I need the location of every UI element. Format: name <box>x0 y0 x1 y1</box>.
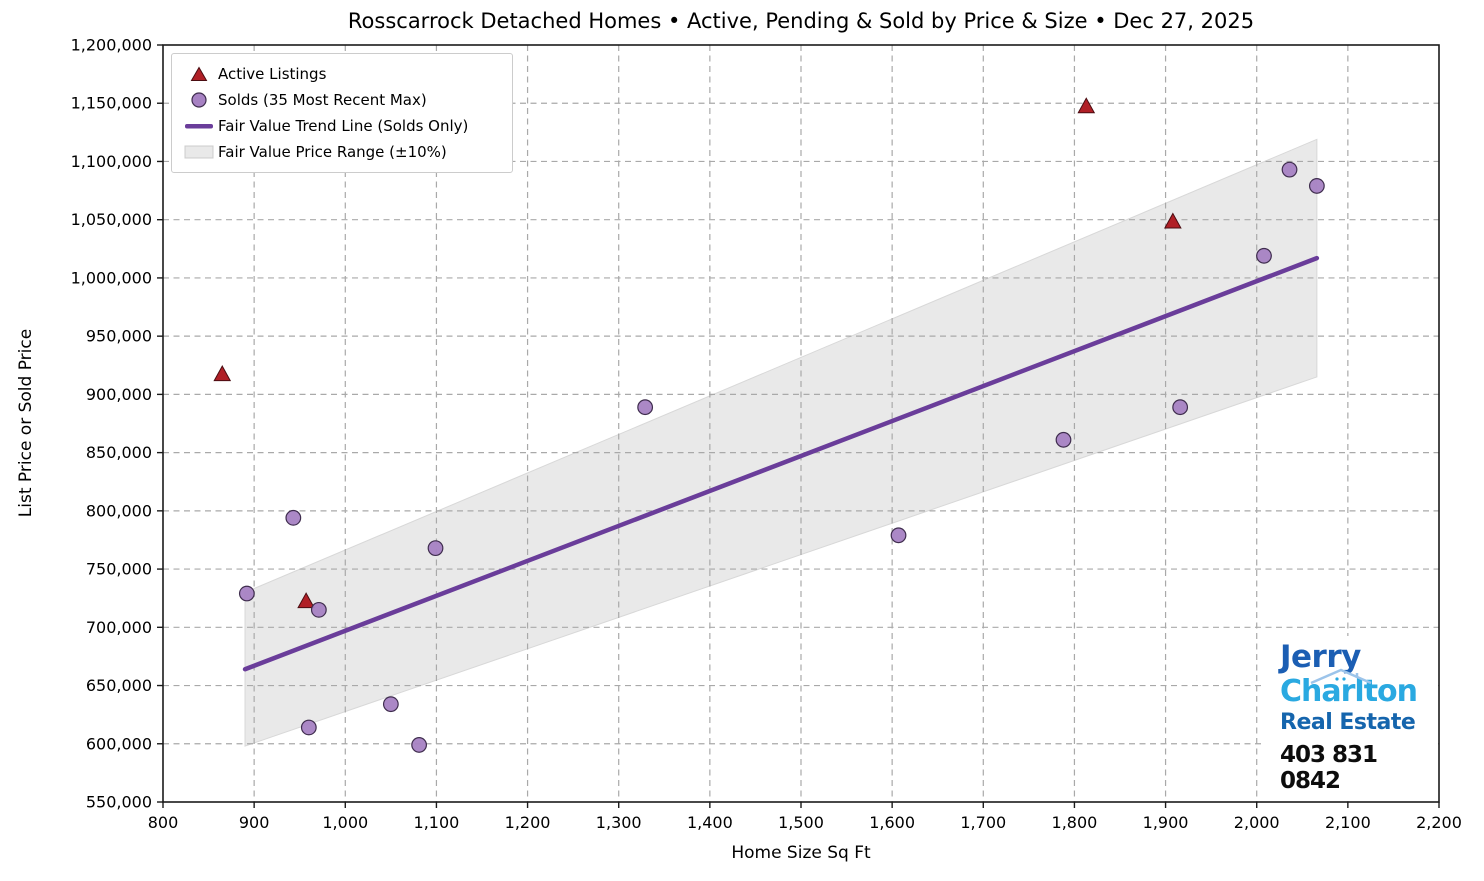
sold-point <box>238 585 255 602</box>
sold-point <box>637 399 654 416</box>
legend-label: Active Listings <box>218 65 327 83</box>
y-tick-label: 1,050,000 <box>71 210 152 229</box>
x-tick-label: 1,100 <box>414 813 460 832</box>
y-tick-label: 750,000 <box>86 560 152 579</box>
active-listing-point <box>213 365 232 382</box>
price-range-swatch-icon <box>180 143 218 161</box>
legend-label: Solds (35 Most Recent Max) <box>218 91 427 109</box>
active-listing-point <box>1077 97 1096 114</box>
y-tick-label: 700,000 <box>86 618 152 637</box>
x-tick-label: 2,000 <box>1234 813 1280 832</box>
y-tick-label: 650,000 <box>86 676 152 695</box>
legend-item-price-range: Fair Value Price Range (±10%) <box>180 139 502 165</box>
sold-point <box>1172 399 1189 416</box>
y-tick-label: 600,000 <box>86 734 152 753</box>
x-tick-label: 1,700 <box>960 813 1006 832</box>
sold-point <box>382 696 399 713</box>
y-tick-label: 850,000 <box>86 443 152 462</box>
sold-point <box>300 719 317 736</box>
trend-line-icon <box>180 117 218 135</box>
x-tick-label: 800 <box>148 813 179 832</box>
legend-label: Fair Value Trend Line (Solds Only) <box>218 117 469 135</box>
x-tick-label: 1,000 <box>322 813 368 832</box>
active-listings-triangle-icon <box>180 65 218 83</box>
sold-point <box>285 509 302 526</box>
logo-name-top: Jerry <box>1280 639 1361 675</box>
plot-border <box>162 44 1440 803</box>
x-tick-label: 1,200 <box>505 813 551 832</box>
sold-point <box>1055 431 1072 448</box>
solds-circle-icon <box>180 91 218 109</box>
active-listing-point <box>297 592 315 609</box>
y-tick-label: 550,000 <box>86 793 152 812</box>
logo-tagline: Real Estate <box>1280 710 1416 735</box>
y-tick-label: 950,000 <box>86 327 152 346</box>
y-axis-label: List Price or Sold Price <box>16 328 36 518</box>
legend: Active Listings Solds (35 Most Recent Ma… <box>171 53 513 173</box>
fair-value-band <box>244 138 1318 747</box>
chart-title: Rosscarrock Detached Homes • Active, Pen… <box>347 9 1255 33</box>
x-tick-label: 1,800 <box>1052 813 1098 832</box>
logo-name-bottom-line: Charlton <box>1280 668 1438 707</box>
active-listing-point <box>1164 212 1182 229</box>
sold-point <box>1256 247 1272 264</box>
sold-point <box>411 737 428 753</box>
logo-phone: 403 831 0842 <box>1280 742 1378 794</box>
x-tick-label: 1,500 <box>778 813 824 832</box>
sold-point <box>1308 178 1325 194</box>
y-tick-label: 1,150,000 <box>71 94 152 113</box>
x-tick-label: 1,900 <box>1143 813 1189 832</box>
trend-line <box>242 255 1320 672</box>
sold-point <box>427 540 444 557</box>
legend-item-trend-line: Fair Value Trend Line (Solds Only) <box>180 113 502 139</box>
x-tick-label: 1,600 <box>869 813 915 832</box>
x-tick-label: 1,300 <box>596 813 642 832</box>
sold-point <box>310 601 327 618</box>
y-tick-label: 900,000 <box>86 385 152 404</box>
legend-item-solds: Solds (35 Most Recent Max) <box>180 87 502 113</box>
x-tick-label: 2,200 <box>1416 813 1462 832</box>
x-tick-label: 2,100 <box>1325 813 1371 832</box>
x-axis-label: Home Size Sq Ft <box>731 843 871 863</box>
y-tick-label: 1,200,000 <box>71 36 152 55</box>
roof-icon <box>1310 668 1372 685</box>
y-tick-label: 1,100,000 <box>71 152 152 171</box>
legend-label: Fair Value Price Range (±10%) <box>218 143 447 161</box>
sold-point <box>1281 161 1298 178</box>
legend-item-active-listings: Active Listings <box>180 61 502 87</box>
y-tick-label: 800,000 <box>86 501 152 520</box>
x-tick-label: 1,400 <box>687 813 733 832</box>
x-tick-label: 900 <box>239 813 270 832</box>
logo-name-bottom: Charlton <box>1280 674 1418 709</box>
sold-point <box>890 527 907 544</box>
y-tick-label: 1,000,000 <box>71 268 152 287</box>
brand-logo: Jerry Charlton Real Estate 403 831 0842 <box>1262 636 1438 800</box>
